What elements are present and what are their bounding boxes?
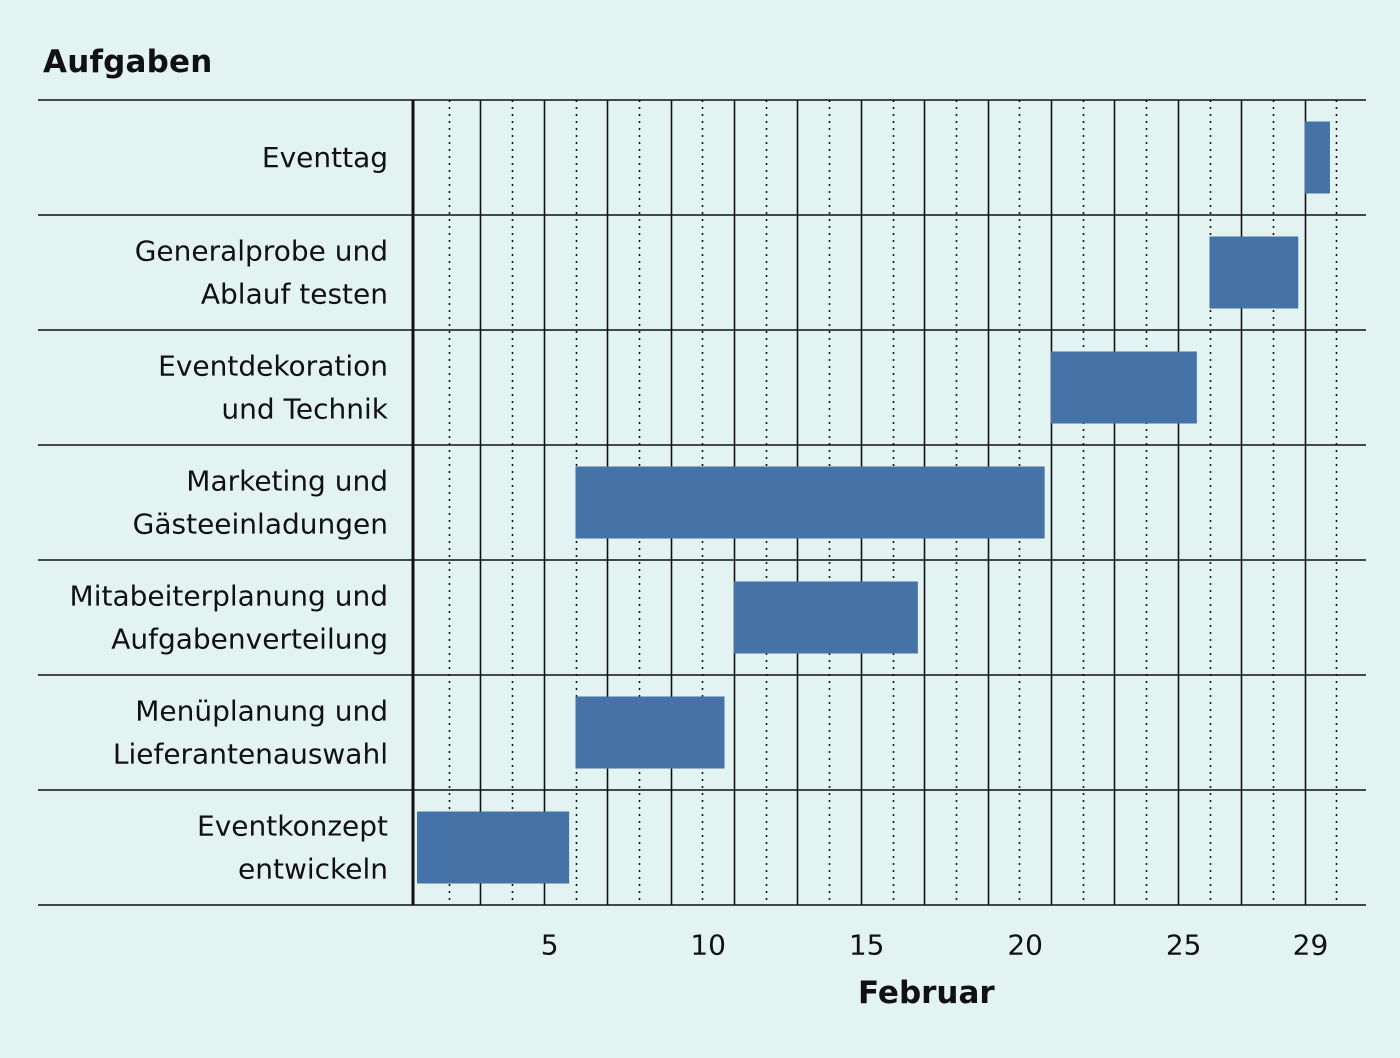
x-tick-label: 15 [849,929,885,962]
task-label: Mitabeiterplanung und [70,580,388,613]
task-bar [575,466,1045,539]
task-bar [1051,351,1197,424]
task-label: Marketing und [186,465,388,498]
task-label: Eventkonzept [197,810,388,843]
task-bar [1209,236,1299,309]
task-bar [417,811,570,884]
task-label: entwickeln [238,853,388,886]
x-tick-label: 5 [541,929,559,962]
task-bar [734,581,918,654]
y-axis-title: Aufgaben [43,44,213,80]
task-bar [1304,121,1330,194]
task-label: und Technik [221,393,388,426]
task-bar [575,696,725,769]
x-tick-label: 20 [1007,929,1043,962]
task-label: Eventdekoration [158,350,388,383]
x-tick-label: 29 [1293,929,1329,962]
task-label: Aufgabenverteilung [111,623,388,656]
task-label: Menüplanung und [135,695,388,728]
task-label: Lieferantenauswahl [113,738,388,771]
task-label: Generalprobe und [135,235,388,268]
task-label: Gästeeinladungen [133,508,388,541]
task-label: Eventtag [262,141,388,174]
x-tick-label: 25 [1166,929,1202,962]
task-label: Ablauf testen [201,278,388,311]
x-axis-title: Februar [858,975,995,1011]
x-tick-label: 10 [690,929,726,962]
